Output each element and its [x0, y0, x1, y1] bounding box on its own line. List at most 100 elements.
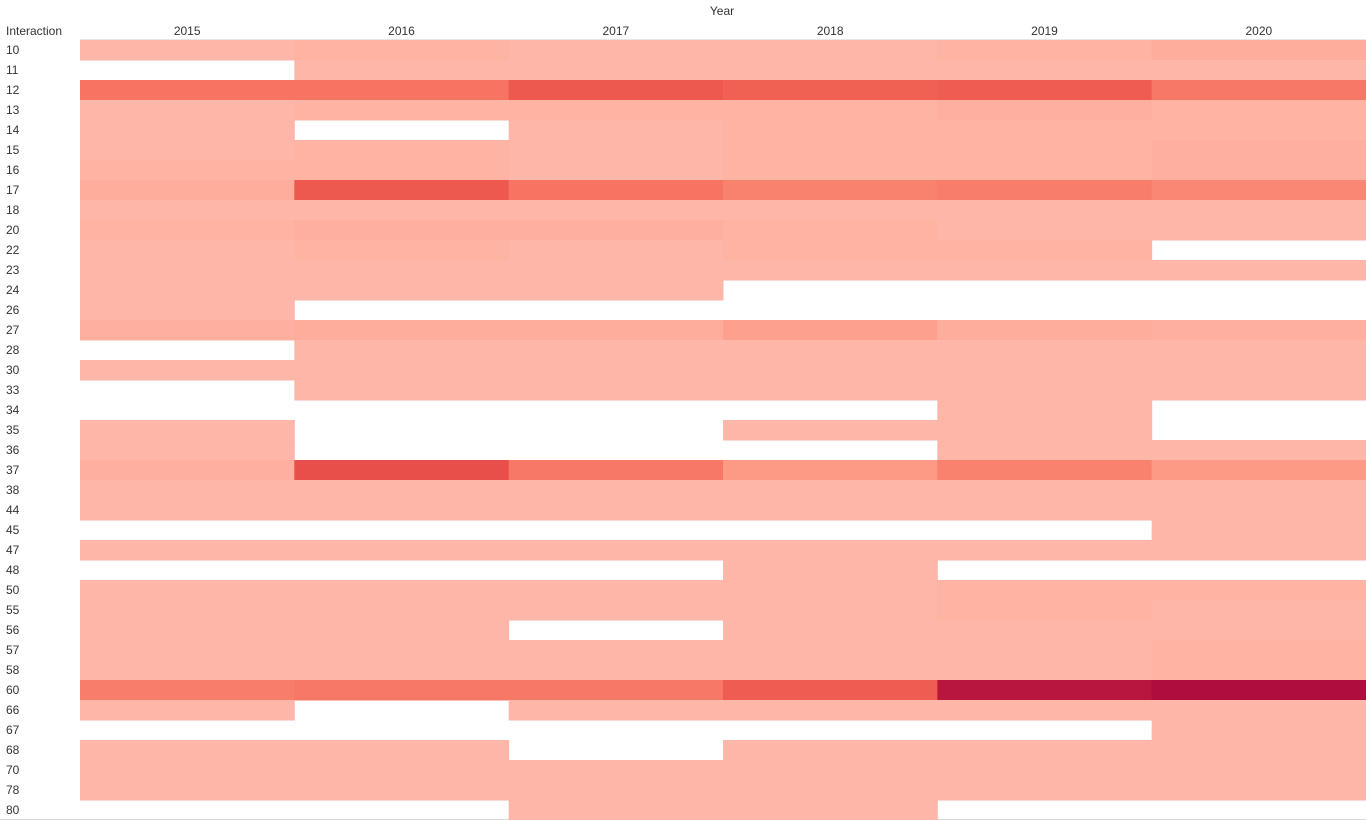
heatmap-cell[interactable] — [1151, 480, 1366, 501]
heatmap-cell[interactable] — [723, 180, 938, 201]
heatmap-cell[interactable] — [723, 140, 938, 161]
heatmap-cell[interactable] — [723, 100, 938, 121]
heatmap-cell[interactable] — [80, 120, 295, 141]
heatmap-cell[interactable] — [723, 640, 938, 661]
heatmap-cell[interactable] — [723, 620, 938, 641]
heatmap-cell[interactable] — [294, 160, 510, 181]
heatmap-cell[interactable] — [294, 380, 510, 401]
heatmap-cell[interactable] — [937, 780, 1153, 801]
heatmap-cell[interactable] — [508, 140, 724, 161]
heatmap-cell[interactable] — [508, 580, 724, 601]
heatmap-cell[interactable] — [723, 680, 938, 701]
heatmap-cell[interactable] — [723, 540, 938, 561]
heatmap-cell[interactable] — [937, 500, 1153, 521]
heatmap-cell[interactable] — [723, 360, 938, 381]
heatmap-cell[interactable] — [937, 400, 1153, 421]
heatmap-cell[interactable] — [508, 500, 724, 521]
heatmap-cell[interactable] — [723, 500, 938, 521]
heatmap-cell[interactable] — [80, 680, 295, 701]
heatmap-cell[interactable] — [1151, 380, 1366, 401]
heatmap-cell[interactable] — [1151, 520, 1366, 541]
heatmap-cell[interactable] — [80, 600, 295, 621]
heatmap-cell[interactable] — [723, 200, 938, 221]
heatmap-cell[interactable] — [508, 160, 724, 181]
heatmap-cell[interactable] — [937, 480, 1153, 501]
heatmap-cell[interactable] — [294, 600, 510, 621]
heatmap-cell[interactable] — [294, 780, 510, 801]
heatmap-cell[interactable] — [937, 60, 1153, 81]
heatmap-cell[interactable] — [1151, 700, 1366, 721]
heatmap-cell[interactable] — [937, 40, 1153, 61]
heatmap-cell[interactable] — [937, 600, 1153, 621]
heatmap-cell[interactable] — [937, 100, 1153, 121]
heatmap-cell[interactable] — [294, 100, 510, 121]
heatmap-cell[interactable] — [294, 340, 510, 361]
heatmap-cell[interactable] — [937, 120, 1153, 141]
heatmap-cell[interactable] — [1151, 580, 1366, 601]
heatmap-cell[interactable] — [1151, 720, 1366, 741]
heatmap-cell[interactable] — [1151, 340, 1366, 361]
heatmap-cell[interactable] — [937, 180, 1153, 201]
heatmap-cell[interactable] — [1151, 740, 1366, 761]
heatmap-cell[interactable] — [294, 680, 510, 701]
heatmap-cell[interactable] — [80, 180, 295, 201]
heatmap-cell[interactable] — [937, 360, 1153, 381]
heatmap-cell[interactable] — [508, 260, 724, 281]
heatmap-cell[interactable] — [723, 700, 938, 721]
heatmap-cell[interactable] — [80, 40, 295, 61]
heatmap-cell[interactable] — [1151, 440, 1366, 461]
heatmap-cell[interactable] — [80, 220, 295, 241]
heatmap-cell[interactable] — [1151, 40, 1366, 61]
heatmap-cell[interactable] — [723, 480, 938, 501]
heatmap-cell[interactable] — [508, 280, 724, 301]
heatmap-cell[interactable] — [1151, 80, 1366, 101]
heatmap-cell[interactable] — [937, 140, 1153, 161]
heatmap-cell[interactable] — [294, 260, 510, 281]
heatmap-cell[interactable] — [723, 780, 938, 801]
heatmap-cell[interactable] — [508, 640, 724, 661]
heatmap-cell[interactable] — [294, 80, 510, 101]
heatmap-cell[interactable] — [508, 240, 724, 261]
heatmap-cell[interactable] — [294, 580, 510, 601]
heatmap-cell[interactable] — [508, 760, 724, 781]
heatmap-cell[interactable] — [80, 160, 295, 181]
heatmap-cell[interactable] — [937, 420, 1153, 441]
heatmap-cell[interactable] — [508, 220, 724, 241]
heatmap-cell[interactable] — [1151, 500, 1366, 521]
heatmap-cell[interactable] — [294, 460, 510, 481]
heatmap-cell[interactable] — [1151, 140, 1366, 161]
heatmap-cell[interactable] — [723, 600, 938, 621]
heatmap-cell[interactable] — [723, 740, 938, 761]
heatmap-cell[interactable] — [80, 700, 295, 721]
heatmap-cell[interactable] — [80, 540, 295, 561]
heatmap-cell[interactable] — [80, 240, 295, 261]
heatmap-cell[interactable] — [294, 40, 510, 61]
heatmap-cell[interactable] — [294, 320, 510, 341]
heatmap-cell[interactable] — [937, 680, 1153, 701]
heatmap-cell[interactable] — [1151, 200, 1366, 221]
heatmap-cell[interactable] — [80, 140, 295, 161]
heatmap-cell[interactable] — [937, 740, 1153, 761]
heatmap-cell[interactable] — [1151, 60, 1366, 81]
heatmap-cell[interactable] — [80, 320, 295, 341]
heatmap-cell[interactable] — [1151, 120, 1366, 141]
heatmap-cell[interactable] — [294, 360, 510, 381]
heatmap-cell[interactable] — [294, 740, 510, 761]
heatmap-cell[interactable] — [508, 700, 724, 721]
heatmap-cell[interactable] — [294, 760, 510, 781]
heatmap-cell[interactable] — [937, 760, 1153, 781]
heatmap-cell[interactable] — [294, 200, 510, 221]
heatmap-cell[interactable] — [80, 780, 295, 801]
heatmap-cell[interactable] — [80, 460, 295, 481]
heatmap-cell[interactable] — [508, 340, 724, 361]
heatmap-cell[interactable] — [508, 320, 724, 341]
heatmap-cell[interactable] — [723, 420, 938, 441]
heatmap-cell[interactable] — [508, 380, 724, 401]
heatmap-cell[interactable] — [1151, 100, 1366, 121]
heatmap-cell[interactable] — [723, 320, 938, 341]
heatmap-cell[interactable] — [1151, 620, 1366, 641]
heatmap-cell[interactable] — [294, 60, 510, 81]
heatmap-cell[interactable] — [723, 40, 938, 61]
heatmap-cell[interactable] — [723, 60, 938, 81]
heatmap-cell[interactable] — [937, 440, 1153, 461]
